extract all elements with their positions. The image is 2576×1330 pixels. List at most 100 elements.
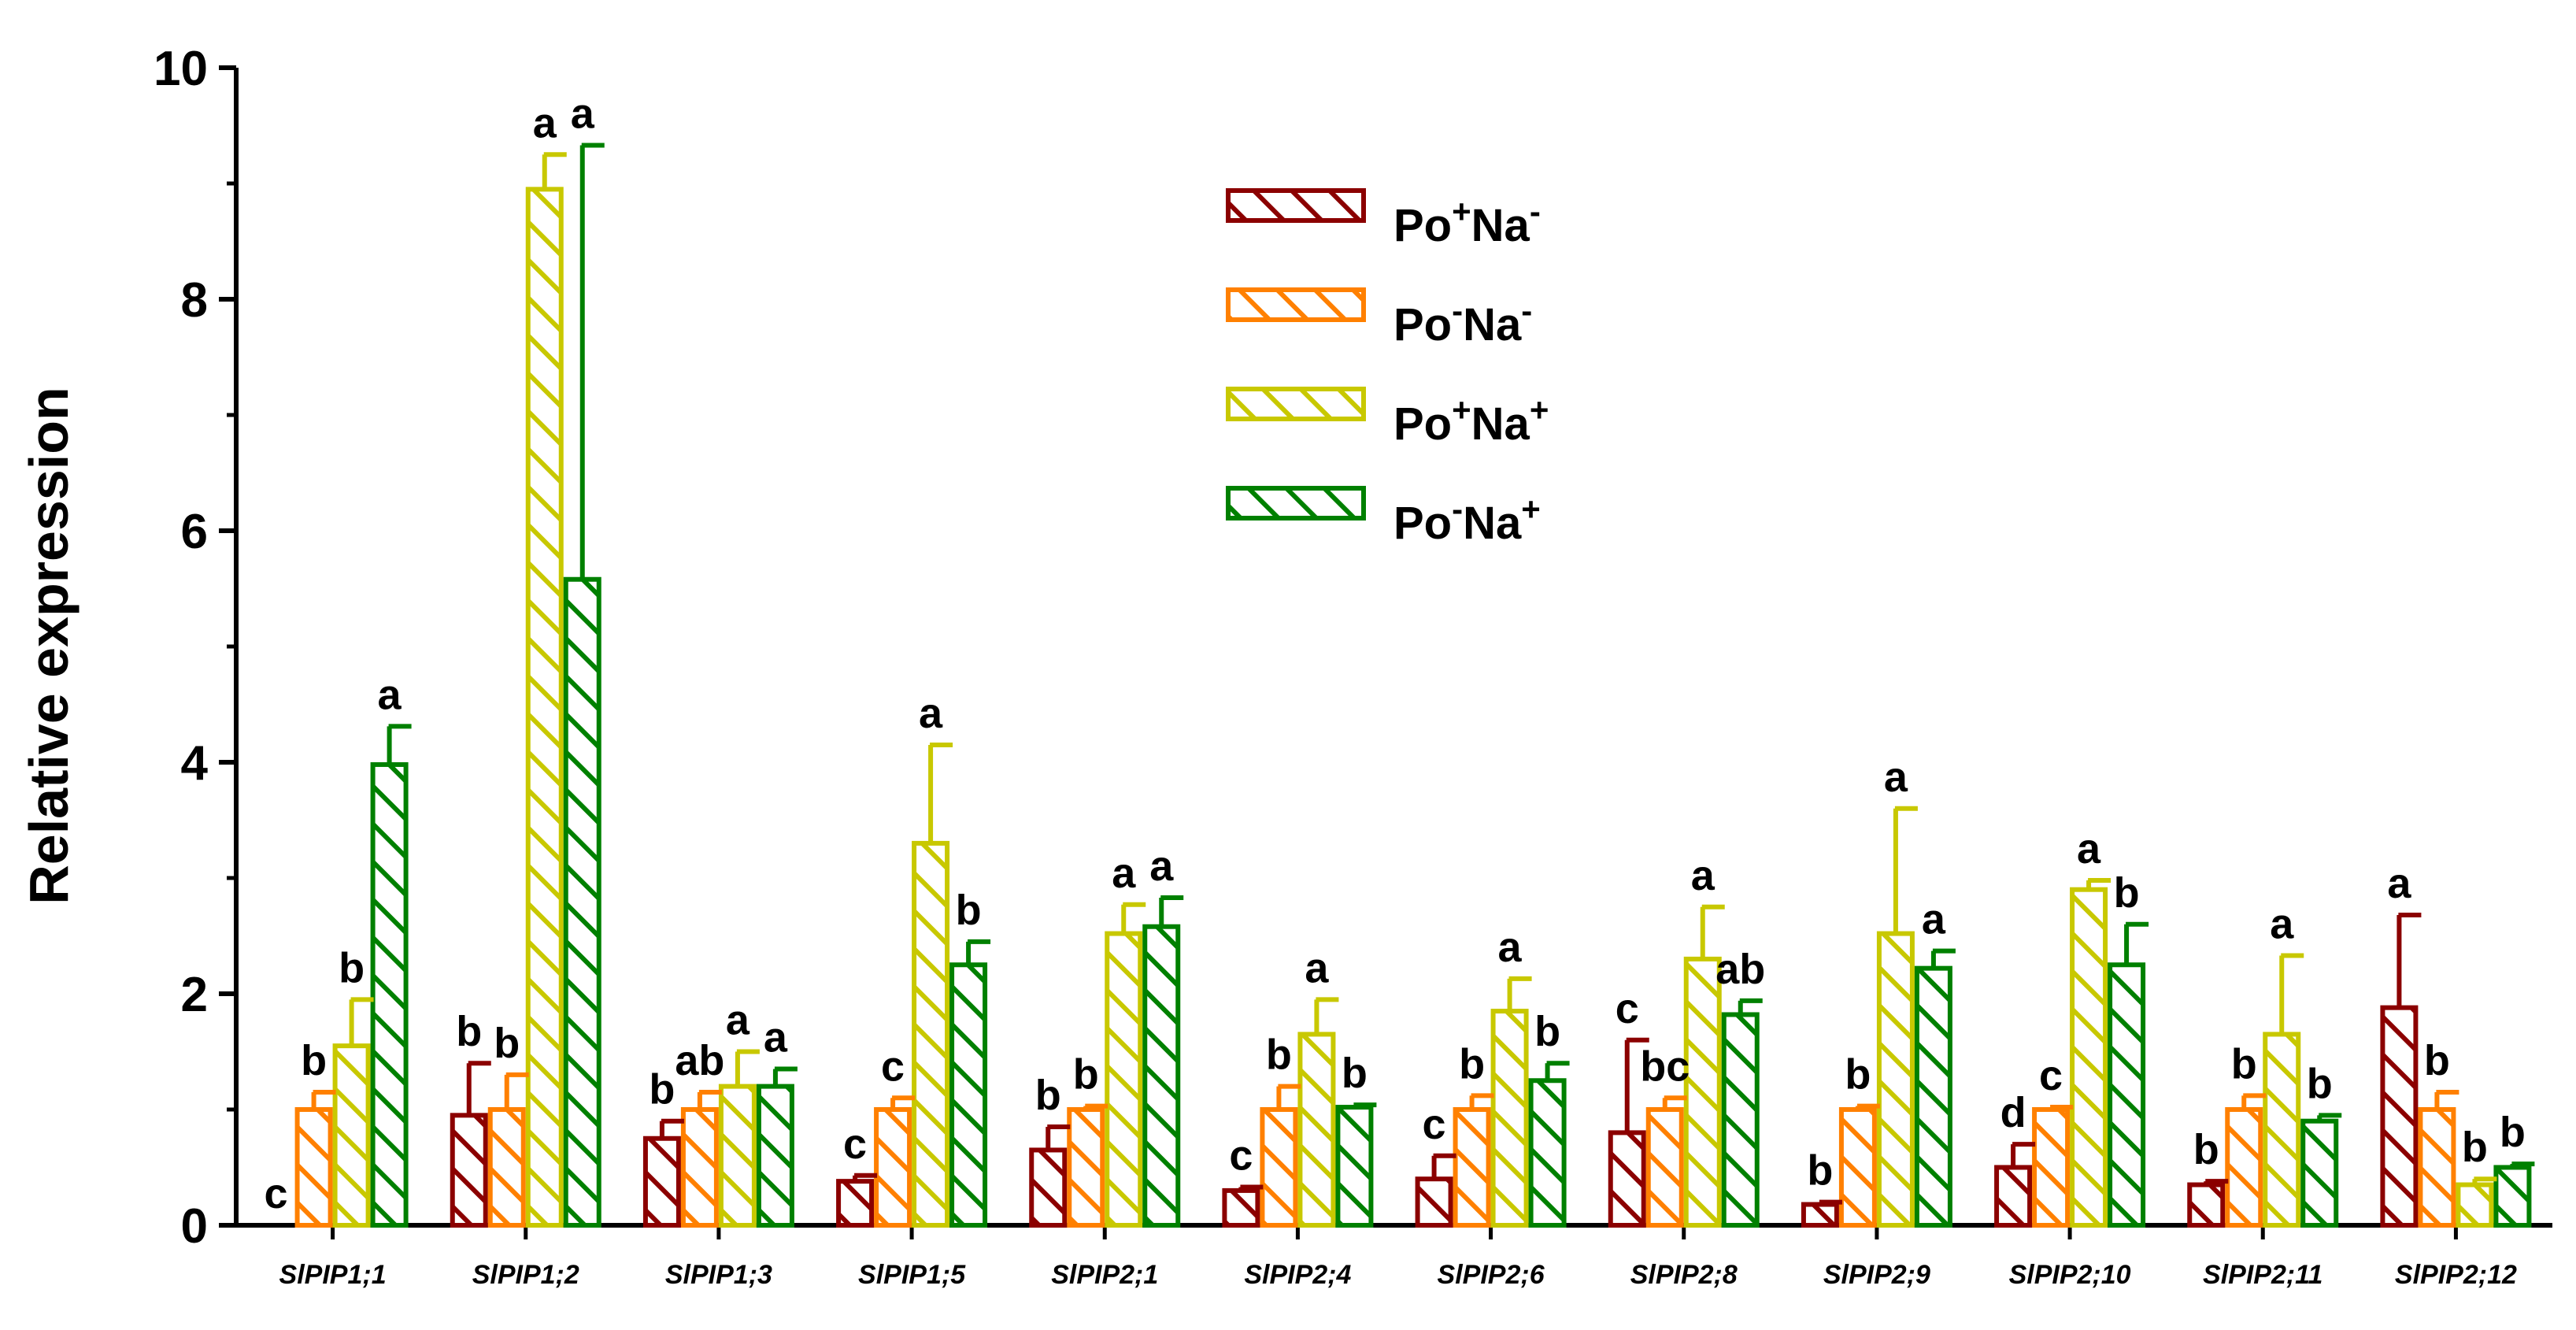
legend-sup-2: +	[1530, 391, 1549, 428]
sig-label-1-8: b	[1845, 1051, 1871, 1098]
sig-label-0-8: b	[1807, 1147, 1833, 1195]
sig-label-2-2: a	[726, 997, 750, 1044]
sig-label-3-2: a	[764, 1014, 788, 1061]
y-tick-label: 6	[181, 505, 208, 559]
legend: Po+Na-Po-Na-Po+Na+Po-Na+	[1226, 188, 1549, 549]
bar-1-11	[2418, 1107, 2456, 1228]
legend-sup-1: -	[1452, 491, 1463, 528]
sig-label-2-9: a	[2077, 825, 2101, 872]
bar-1-6	[1453, 1107, 1491, 1228]
bar-2-7	[1683, 956, 1722, 1228]
legend-text-po: Po	[1393, 200, 1452, 251]
bar-2-2	[718, 1084, 757, 1228]
sig-label-3-4: a	[1149, 843, 1174, 890]
bar-0-1	[450, 1113, 488, 1228]
sig-label-3-0: a	[378, 671, 402, 718]
legend-text-na: Na	[1471, 398, 1530, 450]
bar-2-3	[912, 840, 950, 1228]
y-tick-label: 8	[181, 273, 208, 328]
sig-label-2-1: a	[533, 99, 557, 146]
bar-0-8	[1801, 1202, 1839, 1228]
x-tick-label: SlPIP2;9	[1823, 1260, 1930, 1290]
bar-1-9	[2032, 1107, 2071, 1228]
sig-label-0-5: c	[1229, 1132, 1253, 1179]
legend-text-na: Na	[1463, 498, 1522, 549]
bar-1-7	[1645, 1107, 1684, 1228]
sig-label-0-4: b	[1035, 1072, 1061, 1119]
sig-label-0-11: a	[2387, 860, 2411, 907]
sig-label-1-4: b	[1073, 1051, 1099, 1098]
bar-2-0	[332, 1043, 371, 1228]
sig-label-1-11: b	[2424, 1037, 2450, 1084]
sig-label-1-1: b	[494, 1020, 520, 1067]
sig-label-3-10: b	[2307, 1060, 2333, 1107]
bar-0-9	[1994, 1165, 2033, 1228]
bar-2-8	[1876, 931, 1915, 1228]
bar-0-3	[836, 1179, 875, 1228]
bar-1-2	[680, 1107, 719, 1228]
sig-label-1-3: c	[881, 1043, 905, 1090]
sig-label-0-7: c	[1616, 985, 1639, 1032]
legend-label-1: Po-Na-	[1393, 292, 1532, 350]
sig-label-1-6: b	[1459, 1040, 1485, 1087]
x-tick-label: SlPIP2;8	[1630, 1260, 1738, 1290]
sig-label-1-9: c	[2039, 1052, 2063, 1099]
sig-label-2-6: a	[1498, 924, 1523, 971]
sig-label-0-3: c	[843, 1121, 867, 1168]
legend-sup-1: +	[1452, 193, 1471, 230]
bar-3-8	[1914, 965, 1952, 1228]
sig-label-2-0: b	[339, 944, 365, 991]
legend-label-2: Po+Na+	[1393, 391, 1549, 450]
sig-label-2-11: b	[2462, 1124, 2488, 1171]
bar-1-0	[294, 1107, 333, 1228]
sig-label-1-0: b	[301, 1037, 327, 1084]
bar-0-10	[2187, 1182, 2226, 1228]
bar-0-5	[1222, 1187, 1260, 1228]
bar-1-1	[487, 1107, 526, 1228]
sig-label-2-10: a	[2270, 900, 2294, 947]
y-tick-label: 4	[181, 736, 209, 791]
bar-3-9	[2108, 962, 2146, 1228]
bar-3-0	[370, 761, 409, 1228]
legend-text-po: Po	[1393, 398, 1452, 450]
bar-3-10	[2300, 1118, 2339, 1228]
sig-label-2-3: a	[919, 690, 943, 737]
bar-0-7	[1608, 1130, 1646, 1228]
bar-2-4	[1105, 931, 1143, 1228]
bar-3-7	[1721, 1012, 1760, 1228]
bar-0-2	[642, 1136, 681, 1228]
legend-sup-2: +	[1521, 491, 1541, 528]
bar-3-2	[756, 1084, 794, 1228]
legend-sup-1: -	[1452, 292, 1463, 329]
x-tick-label: SlPIP2;6	[1438, 1260, 1545, 1290]
sig-label-2-7: a	[1691, 852, 1715, 899]
bar-0-4	[1029, 1147, 1068, 1228]
bar-0-6	[1415, 1176, 1453, 1228]
bar-3-1	[563, 576, 601, 1228]
x-tick-label: SlPIP2;12	[2395, 1260, 2517, 1290]
sig-label-1-5: b	[1266, 1032, 1292, 1079]
legend-label-3: Po-Na+	[1393, 491, 1541, 549]
y-axis: 0 2 4 6 8 10	[154, 42, 239, 1254]
sig-label-0-6: c	[1423, 1101, 1446, 1148]
sig-label-1-10: b	[2231, 1040, 2257, 1087]
legend-sup-2: -	[1530, 193, 1541, 230]
y-axis-title: Relative expression	[18, 387, 80, 905]
y-tick-label: 0	[181, 1199, 208, 1254]
sig-label-2-4: a	[1112, 850, 1136, 897]
bar-3-4	[1142, 924, 1181, 1228]
legend-swatch-2	[1226, 387, 1366, 421]
legend-sup-1: +	[1452, 391, 1471, 428]
bars-layer	[294, 187, 2532, 1228]
sig-label-1-7: bc	[1640, 1043, 1690, 1090]
bar-1-10	[2225, 1107, 2263, 1228]
bar-3-6	[1528, 1078, 1567, 1228]
sig-label-2-8: a	[1884, 754, 1908, 801]
x-tick-label: SlPIP2;11	[2203, 1260, 2322, 1290]
legend-label-0: Po+Na-	[1393, 193, 1541, 251]
sig-label-3-7: ab	[1715, 946, 1765, 993]
legend-swatch-1	[1226, 287, 1366, 322]
bar-3-3	[949, 962, 988, 1228]
bar-0-11	[2380, 1005, 2419, 1228]
